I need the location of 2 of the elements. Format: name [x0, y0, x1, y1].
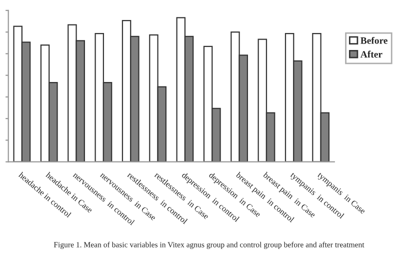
legend-label: Before [360, 36, 388, 44]
legend-label: After [360, 50, 382, 58]
